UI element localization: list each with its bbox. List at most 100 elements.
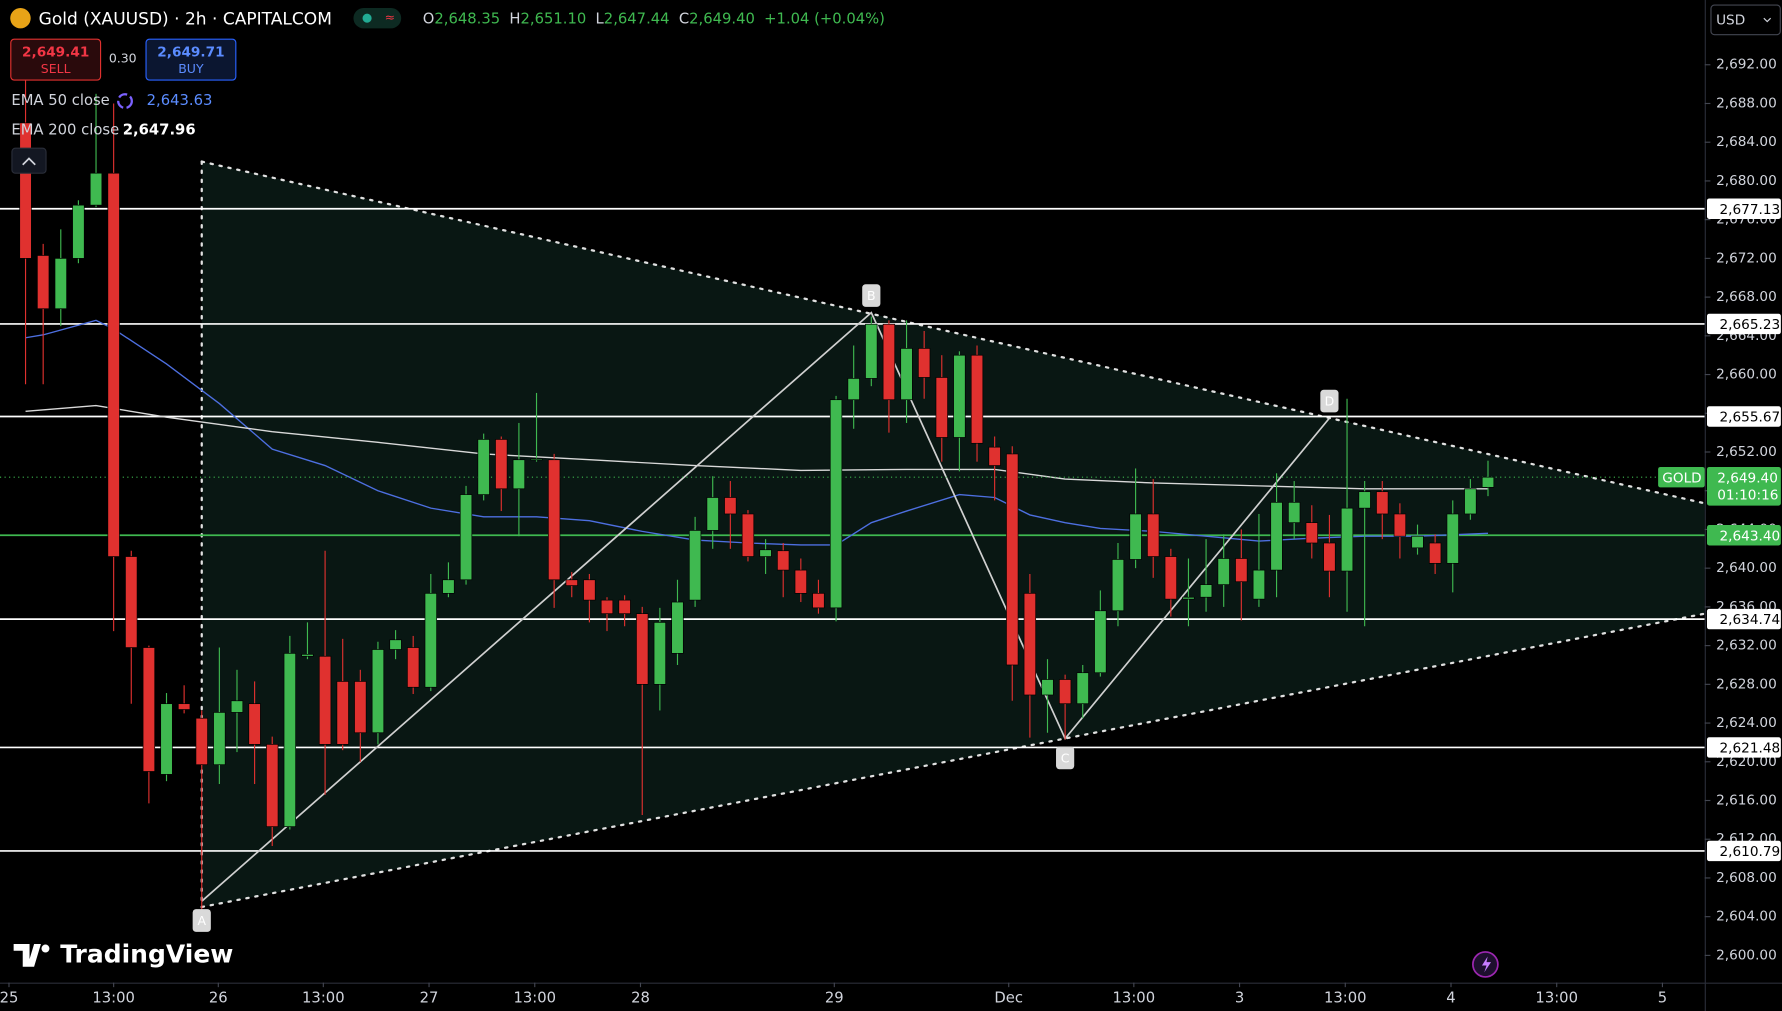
currency-select[interactable]	[1710, 4, 1781, 36]
level-label-box	[1706, 198, 1781, 219]
ema200-value: 2,647.96	[123, 122, 196, 139]
level-label: 2,665.23	[1719, 317, 1780, 333]
level-label-box	[1706, 525, 1781, 546]
y-tick-label: 2,688.00	[1716, 95, 1777, 111]
candle-body	[389, 639, 402, 650]
x-tick-label: 13:00	[302, 990, 345, 1007]
status-wave: ≈	[385, 10, 395, 25]
candle-body	[636, 613, 649, 685]
candle-body	[459, 494, 473, 581]
level-label-box	[1706, 840, 1781, 862]
pattern-label-box	[192, 909, 211, 932]
candle-body	[160, 703, 173, 775]
candle-body	[918, 348, 931, 378]
y-tick-label: 2,652.00	[1716, 444, 1777, 460]
l-label: L	[596, 10, 605, 27]
collapse-button[interactable]	[11, 147, 47, 174]
ema50-legend: EMA 50 close	[11, 92, 109, 109]
candle-body	[1217, 558, 1230, 585]
candle-body	[1464, 488, 1477, 515]
level-label-box	[1706, 608, 1781, 630]
level-label: 2,677.13	[1719, 202, 1780, 218]
level-label: 2,643.40	[1719, 528, 1780, 544]
candle-body	[195, 717, 208, 766]
candle-body	[1340, 507, 1354, 572]
symbol-tag-label: GOLD	[1662, 470, 1701, 486]
candle-body	[213, 712, 226, 766]
c-label: C	[679, 10, 689, 27]
candle-body	[865, 323, 878, 379]
y-tick-label: 2,672.00	[1716, 250, 1777, 266]
candle-body	[953, 354, 966, 438]
x-tick-label: 29	[825, 990, 844, 1007]
currency-caret	[1763, 17, 1772, 23]
ema-line	[25, 404, 1488, 490]
candle-body	[54, 258, 67, 310]
plot-area	[0, 64, 1705, 915]
pattern-label: D	[1325, 394, 1335, 409]
level-label: 2,655.67	[1719, 410, 1780, 426]
y-tick-label: 2,608.00	[1716, 870, 1777, 886]
candle-body	[354, 681, 367, 734]
candle-body	[653, 622, 667, 685]
buy-button[interactable]	[145, 38, 237, 81]
sell-button[interactable]	[10, 38, 102, 81]
candle-body	[688, 530, 702, 601]
candle-body	[89, 172, 103, 206]
abcd-path	[201, 311, 1331, 902]
collapse-icon	[22, 157, 36, 166]
currency: USD	[1716, 12, 1745, 28]
h-value: 2,651.10	[521, 10, 587, 27]
pattern-label: A	[197, 913, 206, 928]
candle-body	[1481, 476, 1495, 488]
candle-body	[530, 458, 543, 461]
overlay: Gold (XAUUSD) · 2h · CAPITALCOM ≈ O2,648…	[10, 4, 1781, 978]
candle-body	[248, 703, 261, 745]
last-price-label: 2,649.40	[1717, 470, 1778, 486]
candle-body	[583, 579, 596, 601]
last-price-box	[1706, 466, 1781, 506]
candle-body	[618, 599, 631, 615]
buy-label: BUY	[178, 61, 204, 76]
candle-body	[72, 204, 85, 259]
candle-body	[1147, 513, 1160, 557]
candle-body	[1305, 522, 1318, 544]
x-tick-label: 5	[1658, 990, 1667, 1007]
candle-body	[336, 681, 349, 745]
loading-icon	[117, 93, 133, 110]
candle-body	[371, 649, 385, 734]
candle-body	[970, 354, 984, 444]
candle-body	[37, 255, 50, 310]
candle-body	[547, 459, 561, 581]
ohlc-header: O2,648.35 H2,651.10 L2,647.44 C2,649.40 …	[423, 10, 885, 27]
candle-body	[1094, 610, 1107, 674]
pattern-label-box	[862, 284, 881, 307]
candle-body	[1411, 535, 1424, 549]
status-pill	[353, 7, 402, 29]
candle-body	[829, 399, 843, 609]
countdown: 01:10:16	[1717, 487, 1778, 503]
y-tick-label: 2,624.00	[1716, 715, 1777, 731]
candle-body	[812, 592, 825, 609]
y-tick-label: 2,620.00	[1716, 754, 1777, 770]
candle-body	[125, 556, 138, 648]
candle-body	[671, 601, 684, 654]
candle-body	[1199, 584, 1213, 598]
candle-body	[882, 323, 896, 401]
candle-body	[107, 172, 120, 557]
candle-body	[759, 549, 772, 557]
sell-price: 2,649.41	[22, 44, 89, 60]
candle-body	[230, 700, 244, 713]
ema200-legend: EMA 200 close	[11, 122, 119, 139]
brand: TradingView	[60, 939, 233, 968]
x-tick-label: 4	[1446, 990, 1455, 1007]
candle-body	[988, 446, 1001, 466]
buy-price: 2,649.71	[157, 44, 224, 60]
x-tick-label: 3	[1235, 990, 1244, 1007]
symbol-title: Gold (XAUUSD) · 2h · CAPITALCOM	[39, 9, 332, 29]
candle-body	[900, 348, 913, 401]
candle-body	[1058, 679, 1072, 705]
o-value: 2,648.35	[434, 10, 500, 27]
candle-body	[1023, 592, 1037, 696]
